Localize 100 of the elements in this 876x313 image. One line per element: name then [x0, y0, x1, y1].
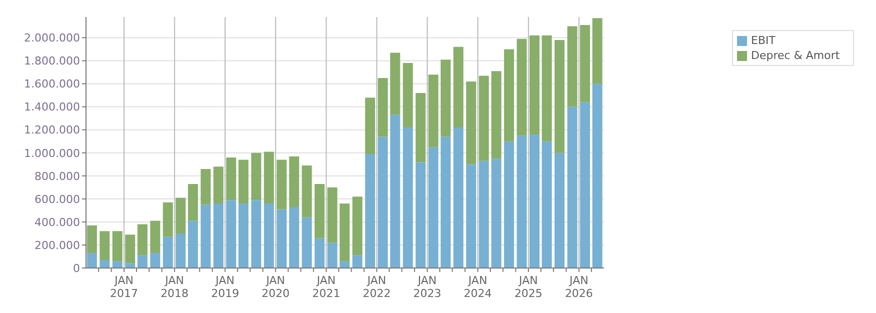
bar	[251, 152, 262, 200]
y-tick-label: 0	[73, 262, 80, 275]
x-tick-label: JAN 2018	[160, 274, 189, 300]
bar	[478, 160, 489, 268]
x-tick-label: JAN 2025	[514, 274, 542, 300]
x-tick-label: JAN 2024	[464, 274, 492, 300]
bar	[162, 202, 173, 237]
bar	[340, 261, 350, 268]
bar	[530, 134, 540, 268]
bar	[112, 231, 122, 262]
bar	[213, 166, 224, 204]
bar	[200, 204, 211, 268]
bar	[226, 157, 236, 200]
bar	[276, 209, 287, 268]
bar	[516, 38, 527, 136]
bar	[592, 84, 602, 268]
y-tick-label: 1.400.000	[24, 100, 80, 114]
bar	[390, 114, 400, 268]
x-tick-label: JAN 2023	[413, 274, 442, 300]
y-tick-label: 400.000	[34, 216, 80, 229]
bar	[289, 206, 300, 268]
bar	[567, 26, 578, 107]
bar	[378, 78, 388, 137]
bar	[340, 204, 350, 262]
bar	[378, 136, 388, 268]
bar	[416, 92, 426, 162]
bar	[580, 102, 590, 268]
bar	[440, 136, 451, 268]
bar	[542, 35, 552, 142]
bar	[542, 141, 552, 268]
bar	[100, 231, 110, 260]
bar	[491, 158, 502, 268]
y-tick-label: 1.800.000	[24, 54, 80, 68]
bar	[264, 204, 274, 268]
y-tick-label: 2.000.000	[24, 32, 80, 45]
x-tick-label: JAN 2026	[564, 274, 593, 300]
bar	[327, 242, 338, 268]
bar	[314, 184, 325, 238]
bar	[466, 164, 476, 268]
bar	[112, 261, 122, 268]
x-tick-label: JAN 2021	[312, 274, 340, 300]
legend-label: EBIT	[751, 33, 776, 48]
y-tick-label: 1.000.000	[24, 146, 80, 160]
bar	[238, 160, 248, 204]
bar	[453, 128, 464, 268]
bar	[176, 233, 186, 268]
bar	[86, 253, 97, 268]
bar	[302, 166, 312, 218]
bar	[567, 106, 578, 268]
bar	[137, 255, 148, 268]
y-tick-label: 800.000	[34, 170, 80, 183]
bar	[402, 128, 413, 268]
bar	[416, 162, 426, 268]
bar	[238, 204, 248, 268]
x-tick-label: JAN 2019	[211, 274, 240, 300]
bar	[213, 204, 224, 268]
bar	[264, 152, 274, 204]
bar	[478, 76, 489, 161]
x-tick-label: JAN 2017	[110, 274, 138, 300]
bar	[554, 40, 565, 153]
legend-label: Deprec & Amort	[751, 48, 840, 63]
bar	[390, 52, 400, 115]
bar	[162, 236, 173, 268]
bar	[226, 200, 236, 268]
bar	[365, 154, 376, 268]
bar	[86, 225, 97, 254]
bar	[516, 136, 527, 268]
bar	[428, 147, 438, 268]
bar	[302, 217, 312, 268]
bar	[466, 81, 476, 164]
bar	[453, 46, 464, 128]
bar	[125, 234, 136, 264]
bar	[314, 238, 325, 268]
bar	[276, 160, 287, 210]
bar	[580, 25, 590, 102]
bar	[554, 152, 565, 268]
y-tick-label: 600.000	[34, 192, 80, 206]
y-tick-label: 1.600.000	[24, 78, 80, 91]
bar	[504, 141, 514, 268]
bar	[352, 196, 362, 256]
bar	[200, 168, 211, 205]
bar	[530, 35, 540, 134]
bar	[289, 156, 300, 207]
bar	[150, 253, 160, 268]
bar	[100, 260, 110, 268]
bar	[251, 200, 262, 268]
bar	[440, 60, 451, 137]
y-tick-label: 200.000	[34, 238, 80, 252]
bar	[352, 255, 362, 268]
bar	[327, 187, 338, 243]
y-tick-label: 1.200.000	[24, 124, 80, 137]
bar	[176, 198, 186, 234]
bar	[428, 74, 438, 148]
bar	[137, 224, 148, 256]
x-tick-label: JAN 2020	[262, 274, 290, 300]
bar	[365, 98, 376, 154]
bar	[188, 184, 198, 221]
bar	[504, 49, 514, 142]
bar	[491, 71, 502, 159]
bar	[150, 220, 160, 254]
